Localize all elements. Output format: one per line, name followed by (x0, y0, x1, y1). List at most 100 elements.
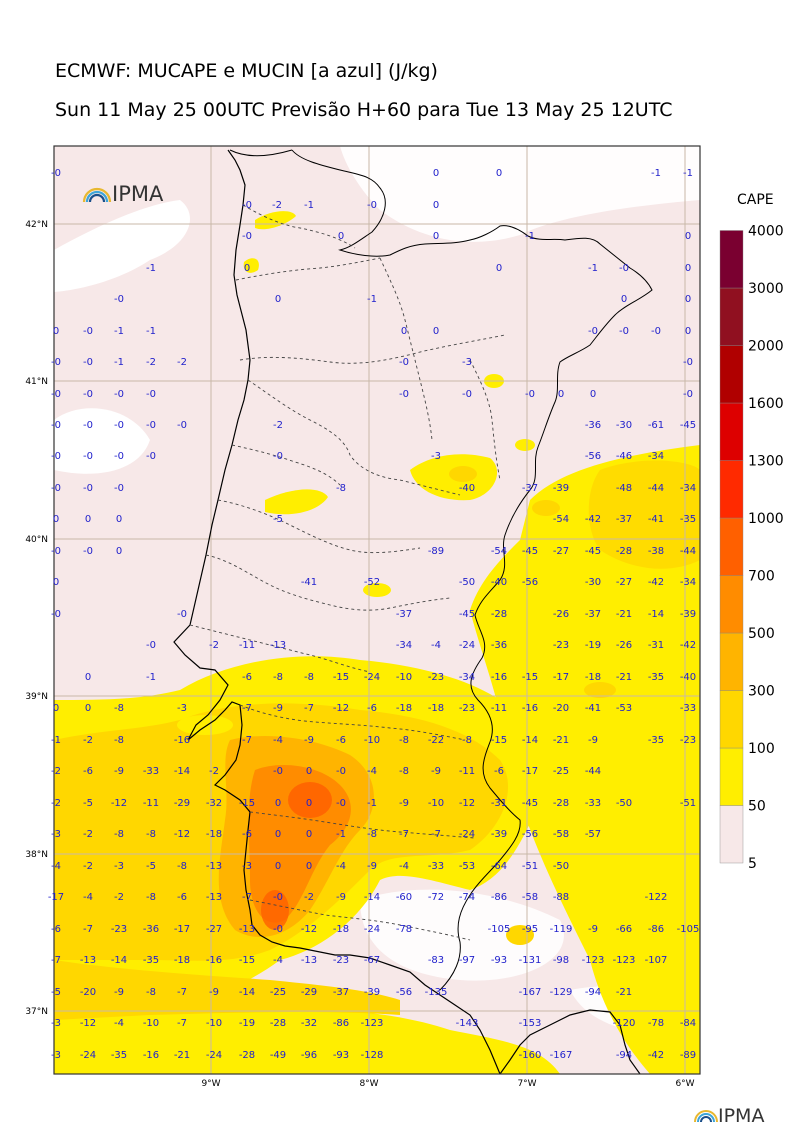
cin-value: -11 (491, 703, 507, 714)
colorbar-segment (719, 747, 744, 806)
cin-value: -28 (270, 1018, 286, 1029)
cin-value: -7 (242, 892, 252, 903)
cin-value: -5 (146, 861, 156, 872)
cin-value: -28 (616, 546, 632, 557)
cin-value: -8 (304, 672, 314, 683)
cin-value: -42 (585, 514, 601, 525)
lat-label: 42°N (25, 220, 48, 230)
cin-value: -153 (519, 1018, 542, 1029)
colorbar-segment (719, 690, 744, 749)
cin-value: -33 (680, 703, 696, 714)
cin-value: -51 (522, 861, 538, 872)
cin-value: -14 (522, 735, 538, 746)
cin-value: -2 (272, 200, 282, 211)
cin-value: -23 (428, 672, 444, 683)
cin-value: -23 (111, 924, 127, 935)
cin-value: -78 (396, 924, 412, 935)
ipma-logo-text: IPMA (112, 182, 164, 206)
cin-value: -21 (616, 987, 632, 998)
cin-value: -26 (553, 609, 569, 620)
cin-value: -2 (209, 766, 219, 777)
cin-value: -9 (209, 987, 219, 998)
cin-value: -27 (206, 924, 222, 935)
cin-value: -0 (651, 326, 661, 337)
cin-value: -3 (114, 861, 124, 872)
cin-value: -1 (51, 735, 61, 746)
cin-value: -2 (146, 357, 156, 368)
cin-value: -15 (333, 672, 349, 683)
cin-value: -0 (683, 357, 693, 368)
cin-value: -0 (146, 420, 156, 431)
cin-value: -49 (270, 1050, 286, 1061)
colorbar-tick-label: 3000 (748, 281, 784, 297)
cin-value: -24 (80, 1050, 96, 1061)
cin-value: -42 (680, 640, 696, 651)
cin-value: 0 (433, 326, 439, 337)
cin-value: -24 (206, 1050, 222, 1061)
cin-value: -86 (648, 924, 664, 935)
cin-value: -8 (367, 829, 377, 840)
cin-value: -2 (114, 892, 124, 903)
cin-value: -18 (333, 924, 349, 935)
cin-value: -39 (364, 987, 380, 998)
cin-value: 0 (53, 577, 59, 588)
cin-value: -94 (585, 987, 601, 998)
cin-value: 0 (85, 672, 91, 683)
colorbar-segment (719, 287, 744, 346)
cin-value: -34 (396, 640, 412, 651)
cin-value: -13 (80, 955, 96, 966)
cin-value: -34 (459, 672, 475, 683)
cin-value: -105 (677, 924, 700, 935)
cin-value: -54 (491, 546, 507, 557)
cin-value: -0 (146, 451, 156, 462)
cin-value: -45 (585, 546, 601, 557)
colorbar-tick-label: 1600 (748, 396, 784, 412)
cin-value: -44 (585, 766, 601, 777)
cin-value: -56 (585, 451, 601, 462)
cin-value: -6 (83, 766, 93, 777)
cin-value: 0 (496, 168, 502, 179)
cin-value: -8 (336, 483, 346, 494)
cin-value: -15 (522, 672, 538, 683)
cin-value: -60 (396, 892, 412, 903)
cin-value: -7 (51, 955, 61, 966)
cin-value: -12 (301, 924, 317, 935)
cin-value: -0 (114, 420, 124, 431)
lat-label: 39°N (25, 692, 48, 702)
cin-value: -0 (83, 357, 93, 368)
cin-value: -3 (51, 1018, 61, 1029)
cin-value: -2 (83, 829, 93, 840)
cin-value: -160 (519, 1050, 542, 1061)
cape-colorbar: 5 50 100 300 500 700 1000 1300 1600 2000 3000 4000 (719, 224, 784, 872)
cin-value: -16 (206, 955, 222, 966)
cin-value: 0 (433, 168, 439, 179)
cin-value: -7 (177, 987, 187, 998)
cin-value: -8 (399, 766, 409, 777)
cin-value: -8 (114, 735, 124, 746)
axis-labels: 42°N 41°N 40°N 39°N 38°N 37°N 9°W 8°W 7°… (25, 220, 694, 1089)
cin-value: -0 (51, 609, 61, 620)
cin-value: -167 (519, 987, 542, 998)
cin-value: -25 (553, 766, 569, 777)
cin-value: -53 (616, 703, 632, 714)
cin-value: -0 (83, 326, 93, 337)
cin-value: -67 (364, 955, 380, 966)
cin-value: -2 (51, 798, 61, 809)
cin-value: -1 (588, 263, 598, 274)
cin-value: -9 (336, 892, 346, 903)
cin-value: -0 (51, 420, 61, 431)
cin-value: -34 (648, 451, 664, 462)
cin-value: -33 (143, 766, 159, 777)
cin-value: -83 (428, 955, 444, 966)
colorbar-segment (719, 805, 744, 864)
colorbar-segment (719, 230, 744, 289)
cin-value: -4 (114, 1018, 124, 1029)
colorbar-tick-label: 1300 (748, 454, 784, 470)
colorbar-tick-label: 700 (748, 569, 775, 585)
cin-value: -0 (273, 766, 283, 777)
cin-value: -0 (83, 451, 93, 462)
cin-value: -1 (651, 168, 661, 179)
cin-value: -56 (522, 577, 538, 588)
cin-value: -12 (333, 703, 349, 714)
ipma-map-logo: IPMA (82, 182, 164, 206)
